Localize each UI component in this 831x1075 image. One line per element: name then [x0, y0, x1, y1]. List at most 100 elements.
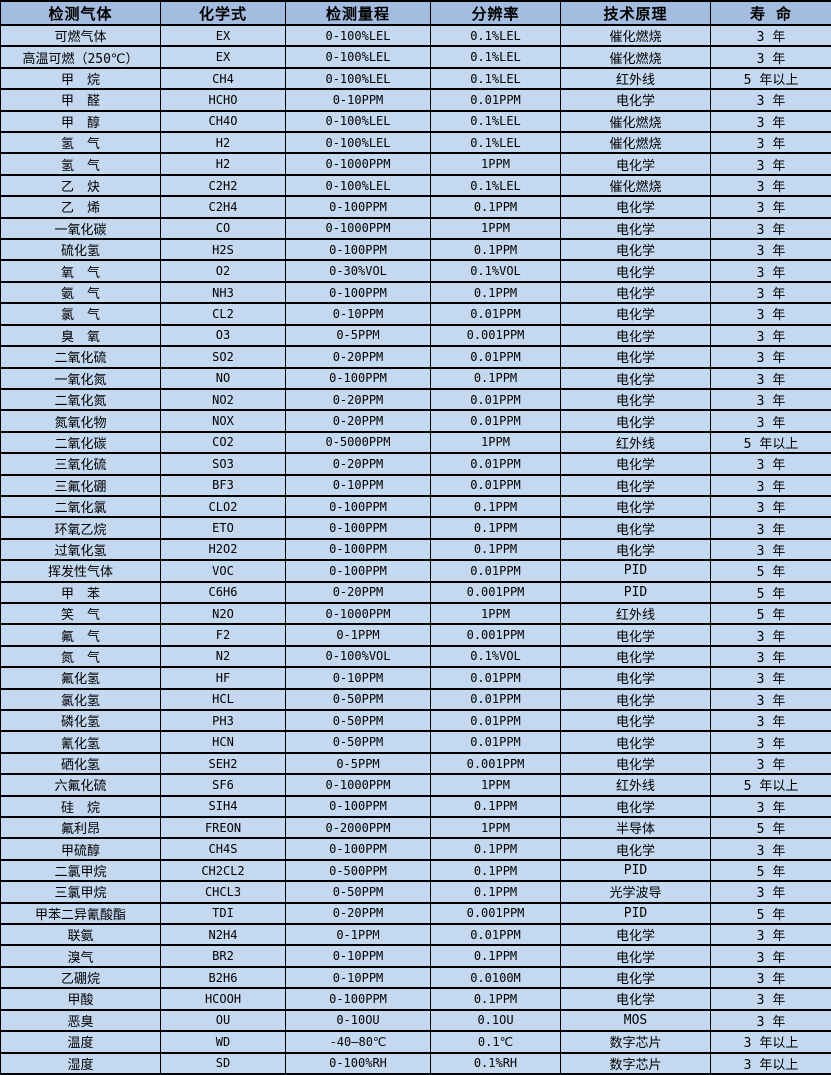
lifespan-cell: 3 年: [710, 644, 831, 669]
technical-principle-cell: 电化学: [560, 516, 711, 540]
detection-range-cell: 0-100PPM: [285, 238, 431, 262]
gas-name-cell: 甲 醇: [0, 109, 161, 134]
table-row: 氟利昂 FREON 0-2000PPM 1PPM 半导体 5 年: [0, 816, 831, 840]
table-row: 氰化氢 HCN 0-50PPM 0.01PPM 电化学 3 年: [0, 730, 831, 754]
gas-name-cell: 甲硫醇: [0, 837, 161, 861]
lifespan-cell: 3 年: [710, 452, 831, 476]
resolution-cell: 0.1PPM: [430, 794, 561, 819]
lifespan-cell: 3 年: [710, 238, 831, 262]
chemical-formula-cell: NH3: [160, 280, 286, 305]
resolution-cell: 0.01PPM: [430, 88, 561, 112]
detection-range-cell: 0-20PPM: [285, 452, 431, 476]
chemical-formula-cell: F2: [160, 623, 286, 647]
resolution-cell: 0.01PPM: [430, 923, 561, 947]
table-row: 二氧化硫 SO2 0-20PPM 0.01PPM 电化学 3 年: [0, 345, 831, 369]
chemical-formula-cell: ETO: [160, 516, 286, 540]
gas-name-cell: 高温可燃（250℃）: [0, 45, 161, 69]
technical-principle-cell: 电化学: [560, 238, 711, 262]
detection-range-cell: 0-20PPM: [285, 345, 431, 369]
table-row: 氢 气 H2 0-100%LEL 0.1%LEL 催化燃烧 3 年: [0, 131, 831, 155]
chemical-formula-cell: HCOOH: [160, 987, 286, 1011]
technical-principle-cell: 催化燃烧: [560, 173, 711, 198]
column-header-chemical-formula: 化学式: [160, 0, 286, 26]
table-row: 氯化氢 HCL 0-50PPM 0.01PPM 电化学 3 年: [0, 687, 831, 712]
lifespan-cell: 3 年: [710, 473, 831, 497]
detection-range-cell: 0-1000PPM: [285, 152, 431, 176]
detection-range-cell: 0-5PPM: [285, 323, 431, 348]
detection-range-cell: 0-30%VOL: [285, 259, 431, 283]
resolution-cell: 0.01PPM: [430, 730, 561, 754]
resolution-cell: 0.1%VOL: [430, 259, 561, 283]
technical-principle-cell: 红外线: [560, 773, 711, 797]
table-row: 环氧乙烷 ETO 0-100PPM 0.1PPM 电化学 3 年: [0, 516, 831, 540]
technical-principle-cell: 电化学: [560, 644, 711, 669]
technical-principle-cell: 电化学: [560, 452, 711, 476]
resolution-cell: 0.1OU: [430, 1008, 561, 1033]
gas-name-cell: 氨 气: [0, 280, 161, 305]
table-row: 甲硫醇 CH4S 0-100PPM 0.1PPM 电化学 3 年: [0, 837, 831, 861]
lifespan-cell: 3 年: [710, 751, 831, 776]
lifespan-cell: 3 年: [710, 195, 831, 219]
resolution-cell: 0.01PPM: [430, 345, 561, 369]
resolution-cell: 1PPM: [430, 816, 561, 840]
technical-principle-cell: 数字芯片: [560, 1030, 711, 1054]
lifespan-cell: 5 年以上: [710, 430, 831, 455]
chemical-formula-cell: HF: [160, 666, 286, 690]
lifespan-cell: 3 年: [710, 152, 831, 176]
chemical-formula-cell: SIH4: [160, 794, 286, 819]
technical-principle-cell: 电化学: [560, 195, 711, 219]
technical-principle-cell: 电化学: [560, 387, 711, 412]
table-row: 乙 烯 C2H4 0-100PPM 0.1PPM 电化学 3 年: [0, 195, 831, 219]
detection-range-cell: 0-5000PPM: [285, 430, 431, 455]
detection-range-cell: 0-100PPM: [285, 837, 431, 861]
resolution-cell: 0.1%LEL: [430, 45, 561, 69]
chemical-formula-cell: SO2: [160, 345, 286, 369]
gas-name-cell: 一氧化氮: [0, 366, 161, 390]
column-header-gas-name: 检测气体: [0, 0, 161, 26]
column-header-lifespan: 寿 命: [710, 0, 831, 26]
technical-principle-cell: 电化学: [560, 965, 711, 990]
chemical-formula-cell: SF6: [160, 773, 286, 797]
chemical-formula-cell: CHCL3: [160, 880, 286, 904]
table-row: 乙 炔 C2H2 0-100%LEL 0.1%LEL 催化燃烧 3 年: [0, 173, 831, 198]
resolution-cell: 0.1%LEL: [430, 23, 561, 48]
chemical-formula-cell: BF3: [160, 473, 286, 497]
table-row: 甲酸 HCOOH 0-100PPM 0.1PPM 电化学 3 年: [0, 987, 831, 1011]
chemical-formula-cell: O3: [160, 323, 286, 348]
chemical-formula-cell: H2: [160, 152, 286, 176]
resolution-cell: 0.01PPM: [430, 473, 561, 497]
table-row: 联氨 N2H4 0-1PPM 0.01PPM 电化学 3 年: [0, 923, 831, 947]
gas-name-cell: 恶臭: [0, 1008, 161, 1033]
lifespan-cell: 3 年: [710, 987, 831, 1011]
gas-name-cell: 硫化氢: [0, 238, 161, 262]
resolution-cell: 0.001PPM: [430, 580, 561, 604]
technical-principle-cell: 电化学: [560, 794, 711, 819]
table-row: 湿度 SD 0-100%RH 0.1%RH 数字芯片 3 年以上: [0, 1051, 831, 1075]
table-row: 硫化氢 H2S 0-100PPM 0.1PPM 电化学 3 年: [0, 238, 831, 262]
chemical-formula-cell: NO: [160, 366, 286, 390]
lifespan-cell: 3 年: [710, 387, 831, 412]
detection-range-cell: 0-1PPM: [285, 923, 431, 947]
chemical-formula-cell: C6H6: [160, 580, 286, 604]
chemical-formula-cell: WD: [160, 1030, 286, 1054]
gas-name-cell: 一氧化碳: [0, 216, 161, 241]
detection-range-cell: 0-1PPM: [285, 623, 431, 647]
resolution-cell: 0.1PPM: [430, 366, 561, 390]
lifespan-cell: 3 年: [710, 280, 831, 305]
lifespan-cell: 5 年以上: [710, 66, 831, 91]
column-header-detection-range: 检测量程: [285, 0, 431, 26]
technical-principle-cell: 电化学: [560, 152, 711, 176]
chemical-formula-cell: B2H6: [160, 965, 286, 990]
gas-name-cell: 联氨: [0, 923, 161, 947]
gas-name-cell: 氢 气: [0, 131, 161, 155]
chemical-formula-cell: NOX: [160, 409, 286, 433]
detection-range-cell: 0-100PPM: [285, 280, 431, 305]
chemical-formula-cell: BR2: [160, 944, 286, 968]
technical-principle-cell: PID: [560, 559, 711, 583]
gas-name-cell: 二氧化硫: [0, 345, 161, 369]
resolution-cell: 0.01PPM: [430, 409, 561, 433]
gas-name-cell: 氢 气: [0, 152, 161, 176]
technical-principle-cell: 光学波导: [560, 880, 711, 904]
gas-name-cell: 三氟化硼: [0, 473, 161, 497]
lifespan-cell: 3 年: [710, 323, 831, 348]
